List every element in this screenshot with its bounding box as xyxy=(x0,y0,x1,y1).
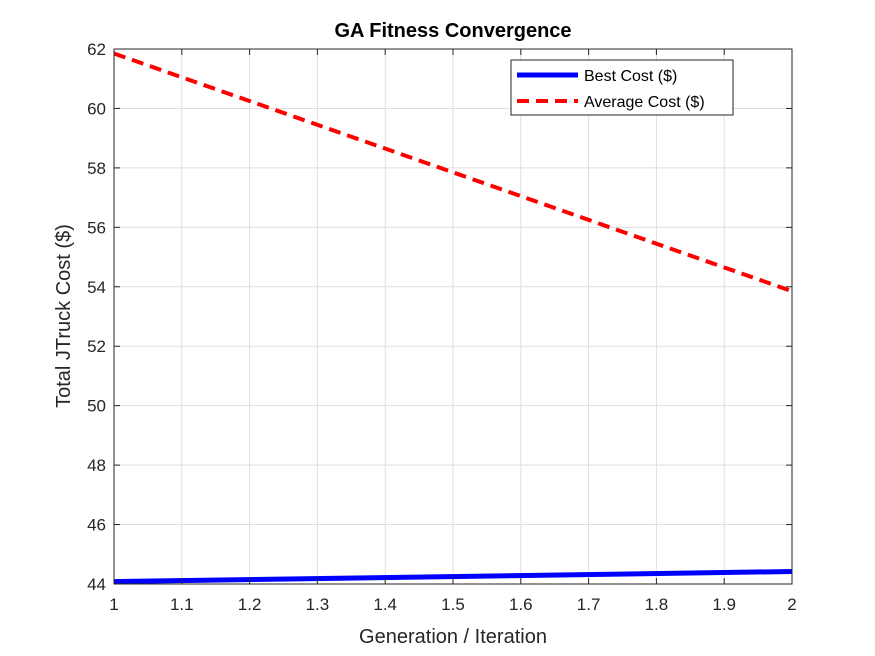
y-tick-label: 56 xyxy=(87,218,106,237)
y-tick-label: 44 xyxy=(87,575,106,594)
series-line-best-cost xyxy=(113,569,793,585)
x-tick-label: 1.1 xyxy=(170,595,194,614)
x-tick-label: 2 xyxy=(787,595,796,614)
x-tick-label: 1.6 xyxy=(509,595,533,614)
y-tick-label: 62 xyxy=(87,40,106,59)
x-tick-label: 1.4 xyxy=(373,595,397,614)
series-layer xyxy=(113,51,793,585)
y-axis-ticks: 44 46 48 50 52 54 56 58 60 62 xyxy=(87,40,792,594)
y-axis-label: Total JTruck Cost ($) xyxy=(53,224,75,408)
x-axis-ticks: 1 1.1 1.2 1.3 1.4 1.5 1.6 1.7 1.8 1.9 2 xyxy=(109,49,797,614)
x-axis-label: Generation / Iteration xyxy=(359,626,547,648)
y-tick-label: 52 xyxy=(87,337,106,356)
legend-box xyxy=(510,59,734,116)
legend-label-best-cost: Best Cost ($) xyxy=(584,68,677,85)
x-tick-label: 1 xyxy=(109,595,118,614)
y-tick-label: 46 xyxy=(87,516,106,535)
y-tick-label: 54 xyxy=(87,278,106,297)
x-tick-label: 1.7 xyxy=(577,595,601,614)
x-tick-label: 1.2 xyxy=(238,595,262,614)
series-line-average-cost xyxy=(113,51,793,294)
legend: Best Cost ($) Average Cost ($) xyxy=(510,59,734,116)
chart-title: GA Fitness Convergence xyxy=(334,20,571,42)
x-tick-label: 1.8 xyxy=(645,595,669,614)
x-tick-label: 1.9 xyxy=(712,595,736,614)
y-tick-label: 50 xyxy=(87,397,106,416)
x-tick-label: 1.3 xyxy=(306,595,330,614)
y-tick-label: 60 xyxy=(87,99,106,118)
legend-label-average-cost: Average Cost ($) xyxy=(584,94,705,111)
x-tick-label: 1.5 xyxy=(441,595,465,614)
y-tick-label: 58 xyxy=(87,159,106,178)
y-tick-label: 48 xyxy=(87,456,106,475)
